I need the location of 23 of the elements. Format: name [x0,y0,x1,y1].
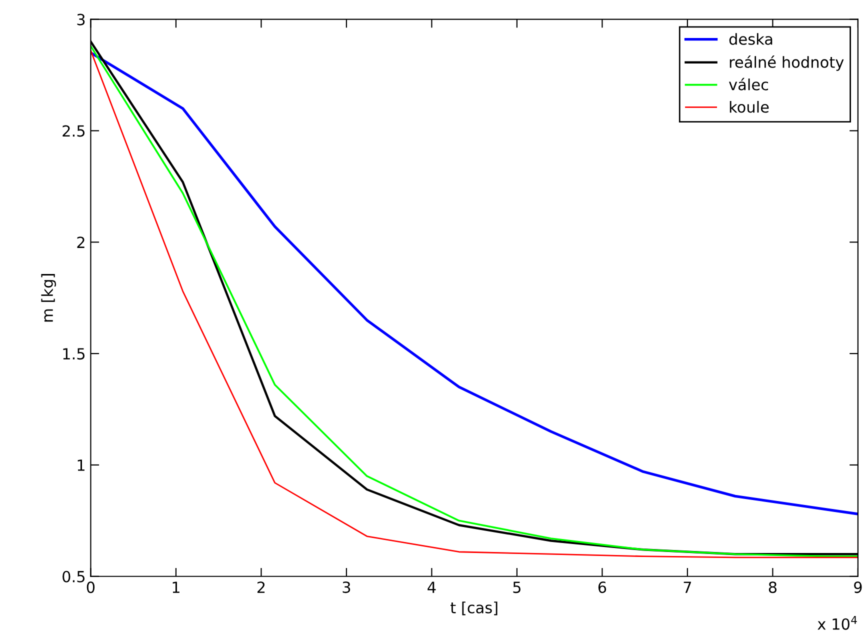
y-tick-label: 0.5 [62,570,85,582]
x-tick-label: 5 [513,582,520,594]
legend-label: koule [730,100,769,113]
y-tick-label: 3 [77,14,85,26]
text: x 10$^{4}$ [818,616,857,630]
x-tick-label: 0 [86,582,95,594]
x-axis-title: t [cas] [450,602,498,616]
x-tick-label: 1 [172,582,180,593]
x-tick-label: 9 [854,582,862,594]
x-tick-label: 7 [684,582,692,593]
x-tick-label: 3 [342,582,350,594]
y-tick-label: 1.5 [63,348,85,360]
legend-label: válec [728,78,768,90]
x-tick-label: 8 [768,582,777,594]
x-tick-label: 2 [257,582,265,593]
legend-label: reálné hodnoty [730,55,844,71]
x-tick-label: 4 [428,582,436,593]
y-tick-label: 1 [78,460,84,471]
y-tick-label: 2.5 [62,125,85,137]
y-axis-title: m [kg] [41,274,56,322]
legend-label: deska [729,33,772,45]
y-tick-label: 2 [77,236,84,248]
x-tick-label: 6 [598,582,606,594]
